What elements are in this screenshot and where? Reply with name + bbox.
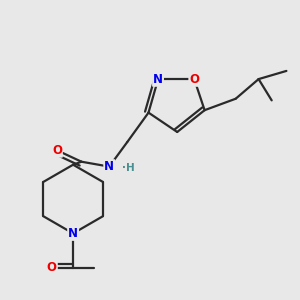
Text: N: N: [153, 73, 163, 86]
Text: ·H: ·H: [122, 163, 134, 173]
Text: O: O: [47, 261, 57, 274]
Text: N: N: [68, 227, 78, 240]
Text: O: O: [189, 73, 199, 86]
Text: N: N: [104, 160, 114, 173]
Text: O: O: [52, 144, 62, 157]
